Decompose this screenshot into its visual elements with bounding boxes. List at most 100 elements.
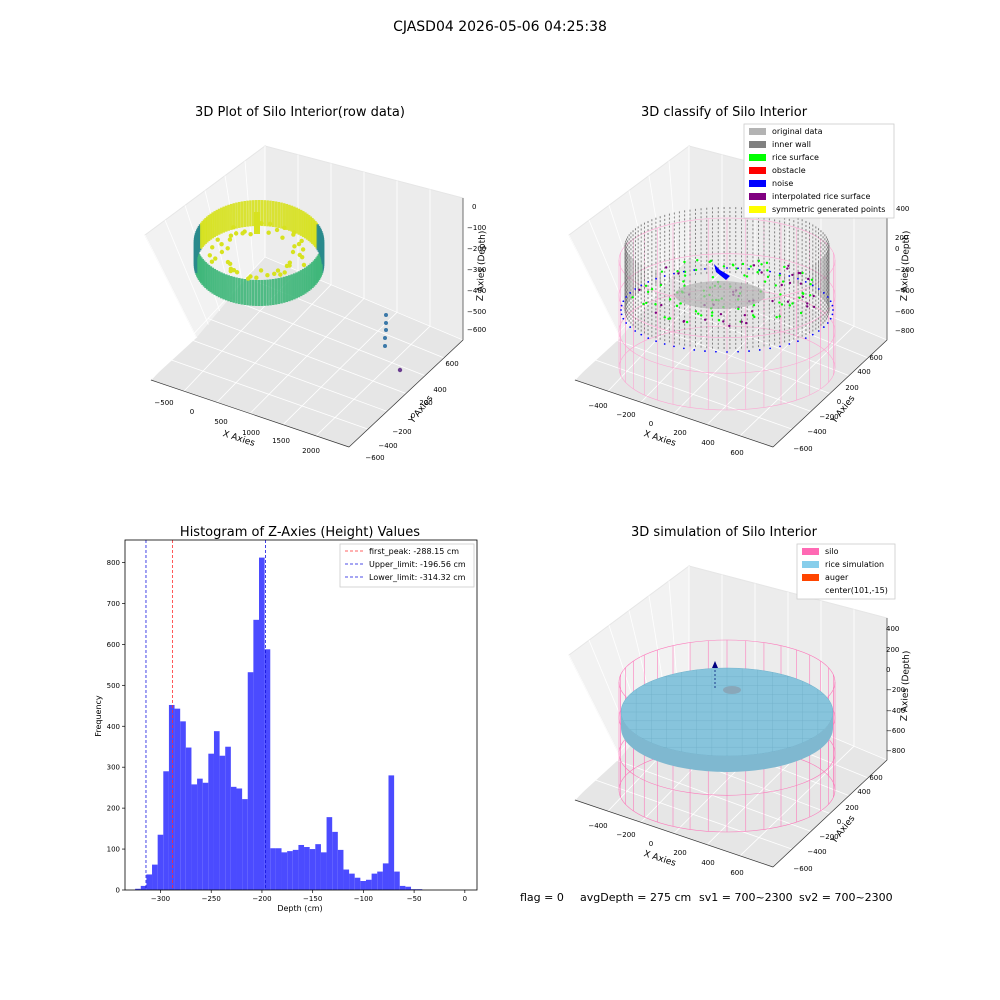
x-tick-label: 400: [701, 859, 714, 867]
x-tick-label: −200: [252, 895, 271, 903]
noise-point: [629, 292, 631, 294]
x-tick-label: 400: [701, 439, 714, 447]
z-tick-label: −300: [467, 266, 486, 274]
surface-point: [210, 245, 214, 249]
z-tick-label: −500: [467, 308, 486, 316]
bars: [135, 558, 422, 890]
y-tick-label: −400: [807, 848, 826, 856]
rice-surface-point: [711, 314, 713, 316]
noise-point: [620, 309, 622, 311]
status-footer: flag = 0 avgDepth = 275 cm sv1 = 700~230…: [520, 891, 893, 904]
rice-surface-point: [781, 284, 783, 286]
histogram-bar: [158, 835, 164, 890]
rice-surface-point: [789, 304, 791, 306]
legend-swatch: [802, 548, 819, 555]
outlier-point: [383, 336, 387, 340]
rice-surface-point: [799, 272, 801, 274]
rice-surface-point: [756, 271, 758, 273]
histogram-bar: [152, 865, 158, 890]
noise-point: [805, 281, 807, 283]
histogram-bar: [276, 848, 282, 890]
rice-surface-point: [771, 300, 773, 302]
histogram-bar: [191, 784, 197, 890]
rice-surface-point: [783, 266, 785, 268]
rice-surface-point: [760, 263, 762, 265]
y-tick-label: −400: [807, 428, 826, 436]
surface-point: [210, 259, 214, 263]
noise-point: [683, 347, 685, 349]
noise-point: [832, 305, 834, 307]
rice-surface-point: [766, 262, 768, 264]
histogram-bar: [315, 844, 321, 890]
noise-point: [818, 288, 820, 290]
rice-surface-point: [781, 303, 783, 305]
rice-surface-point: [645, 285, 647, 287]
rice-surface-point: [638, 289, 640, 291]
outlier-point: [384, 321, 388, 325]
noise-point: [647, 281, 649, 283]
rice-surface-point: [720, 313, 722, 315]
histogram-bar: [214, 731, 220, 890]
noise-point: [625, 296, 627, 298]
legend-box: [744, 124, 894, 218]
surface-point: [231, 225, 235, 229]
histogram-bar: [236, 788, 242, 890]
rice-surface-point: [809, 294, 811, 296]
y-tick-label: 200: [419, 399, 432, 407]
rice-surface-point: [807, 278, 809, 280]
surface-point: [266, 231, 270, 235]
panel-title: Histogram of Z-Axies (Height) Values: [180, 525, 420, 540]
outlier-point: [398, 368, 402, 372]
surface-point: [248, 232, 252, 236]
x-tick-label: −150: [303, 895, 322, 903]
noise-point: [634, 288, 636, 290]
histogram-bar: [242, 799, 248, 890]
y-tick-label: 600: [869, 354, 882, 362]
noise-point: [748, 268, 750, 270]
surface-point: [213, 256, 217, 260]
rice-surface-point: [676, 305, 678, 307]
center-marker: [723, 686, 741, 694]
rice-surface-point: [697, 312, 699, 314]
rice-surface-point: [779, 293, 781, 295]
legend-label: auger: [825, 573, 849, 582]
histogram-bar: [203, 783, 209, 890]
legend-label: silo: [825, 547, 839, 556]
rice-surface-point: [758, 260, 760, 262]
original-data-patch: [675, 281, 765, 309]
histogram-bar: [400, 886, 406, 890]
z-tick-label: 0: [472, 203, 476, 211]
x-tick-label: 500: [214, 418, 227, 426]
z-tick-label: −800: [886, 747, 905, 755]
noise-point: [779, 345, 781, 347]
legend-label: first_peak: -288.15 cm: [369, 547, 459, 556]
x-tick-label: 600: [730, 869, 743, 877]
x-tick-label: 2000: [302, 447, 320, 455]
histogram-bar: [225, 747, 231, 890]
noise-point: [748, 350, 750, 352]
z-tick-label: 0: [886, 666, 890, 674]
histogram-bar: [231, 787, 237, 890]
noise-point: [655, 340, 657, 342]
rice-surface-point: [683, 261, 685, 263]
noise-point: [621, 313, 623, 315]
histogram-bar: [220, 756, 226, 890]
noise-point: [827, 296, 829, 298]
rice-surface-point: [664, 316, 666, 318]
x-axis-label: Depth (cm): [277, 904, 322, 913]
z-tick-label: −200: [886, 686, 905, 694]
x-axis-label: X Axies: [642, 849, 677, 869]
rice-surface-point: [723, 265, 725, 267]
noise-point: [818, 330, 820, 332]
surface-point: [275, 228, 279, 232]
rice-surface-point: [740, 321, 742, 323]
surface-point: [226, 260, 230, 264]
x-axis-label: X Axies: [642, 429, 677, 449]
legend-swatch: [749, 128, 766, 135]
noise-point: [704, 350, 706, 352]
panel-title: 3D simulation of Silo Interior: [631, 525, 818, 540]
rice-surface-point: [753, 316, 755, 318]
noise-point: [683, 271, 685, 273]
histogram-bar: [332, 832, 338, 890]
y-tick-label: 0: [837, 398, 841, 406]
